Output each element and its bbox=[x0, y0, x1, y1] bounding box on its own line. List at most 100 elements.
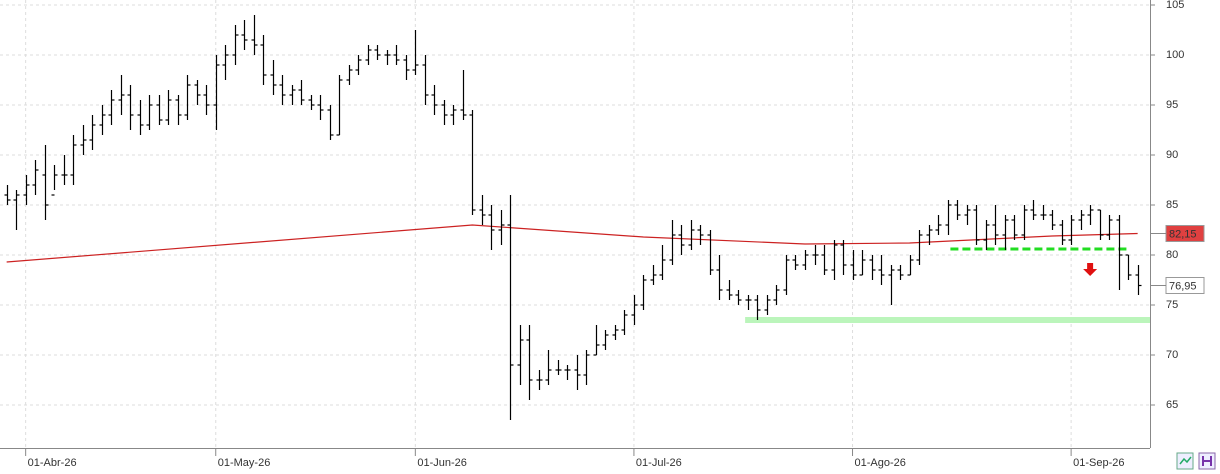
ohlc-bar bbox=[1030, 200, 1037, 220]
ohlc-bar bbox=[1106, 215, 1113, 240]
ohlc-bar bbox=[4, 185, 11, 205]
y-tick-label: 65 bbox=[1166, 399, 1178, 411]
ohlc-bar bbox=[555, 360, 562, 375]
ohlc-bar bbox=[213, 55, 220, 130]
ohlc-bar bbox=[412, 30, 419, 75]
ohlc-bar bbox=[507, 195, 514, 420]
ohlc-bar bbox=[165, 90, 172, 125]
x-tick-label: 01-May-26 bbox=[218, 457, 271, 469]
ohlc-bar bbox=[745, 295, 752, 310]
ohlc-bar bbox=[393, 45, 400, 65]
ohlc-bar bbox=[935, 215, 942, 235]
ohlc-bar bbox=[469, 110, 476, 215]
ohlc-bar bbox=[1011, 215, 1018, 240]
y-tick-label: 100 bbox=[1166, 49, 1184, 61]
ohlc-bar bbox=[650, 265, 657, 285]
arrow bbox=[1083, 263, 1098, 276]
ohlc-bar bbox=[327, 105, 334, 140]
ohlc-bar bbox=[869, 255, 876, 280]
ohlc-bar bbox=[1097, 209, 1104, 240]
ohlc-bar bbox=[203, 85, 210, 115]
ohlc-bar bbox=[270, 60, 277, 95]
ohlc-bar bbox=[602, 330, 609, 350]
ohlc-bar bbox=[973, 205, 980, 245]
ohlc-bar bbox=[954, 200, 961, 220]
ohlc-bar bbox=[754, 295, 761, 320]
ohlc-bar bbox=[89, 115, 96, 150]
ohlc-bar bbox=[298, 80, 305, 105]
ohlc-bar bbox=[574, 355, 581, 390]
y-tick-label: 75 bbox=[1166, 299, 1178, 311]
ohlc-bar bbox=[317, 95, 324, 120]
ohlc-bar bbox=[184, 75, 191, 120]
ohlc-bar bbox=[460, 70, 467, 120]
ohlc-bar bbox=[488, 205, 495, 250]
ohlc-bar bbox=[897, 265, 904, 280]
ohlc-bar bbox=[13, 190, 20, 230]
ohlc-bar bbox=[612, 325, 619, 340]
ohlc-bar bbox=[812, 245, 819, 265]
y-tick-label: 80 bbox=[1166, 249, 1178, 261]
ohlc-bar bbox=[926, 225, 933, 245]
ohlc-bar bbox=[583, 350, 590, 385]
ohlc-bar bbox=[735, 290, 742, 305]
ohlc-bar bbox=[23, 175, 30, 205]
ohlc-bar bbox=[384, 50, 391, 65]
ohlc-bar bbox=[945, 200, 952, 235]
ohlc-bar bbox=[888, 265, 895, 305]
save-icon-glyph bbox=[1202, 456, 1212, 466]
ohlc-bar bbox=[983, 220, 990, 250]
ohlc-bar bbox=[422, 55, 429, 105]
ohlc-bar bbox=[441, 100, 448, 125]
ohlc-bar bbox=[545, 350, 552, 385]
ohlc-bar bbox=[878, 255, 885, 285]
ohlc-bar bbox=[260, 35, 267, 85]
ohlc-bar bbox=[279, 75, 286, 105]
ohlc-bar bbox=[697, 225, 704, 245]
ohlc-bar bbox=[964, 205, 971, 225]
ohlc-bar bbox=[127, 85, 134, 130]
ohlc-bar bbox=[1078, 210, 1085, 230]
ohlc-bar bbox=[850, 250, 857, 280]
ohlc-bar bbox=[773, 285, 780, 305]
ohlc-bar bbox=[1135, 265, 1142, 295]
ohlc-bar bbox=[374, 45, 381, 60]
ohlc-bar bbox=[631, 295, 638, 325]
ohlc-bar bbox=[479, 195, 486, 225]
ohlc-bar bbox=[1068, 215, 1075, 245]
price-label: 82,15 bbox=[1169, 228, 1197, 240]
ohlc-bar bbox=[365, 45, 372, 65]
ohlc-bar bbox=[137, 100, 144, 135]
ohlc-bar bbox=[916, 230, 923, 265]
ohlc-bar bbox=[678, 225, 685, 255]
y-tick-label: 90 bbox=[1166, 149, 1178, 161]
ohlc-bar bbox=[621, 310, 628, 335]
ohlc-bar bbox=[232, 25, 239, 65]
ohlc-bar bbox=[593, 325, 600, 356]
ohlc-bar bbox=[536, 370, 543, 390]
x-tick-label: 01-Ago-26 bbox=[855, 457, 906, 469]
ohlc-bar bbox=[1059, 220, 1066, 245]
ohlc-bar bbox=[859, 250, 866, 276]
ohlc-bar bbox=[992, 205, 999, 245]
ohlc-bar bbox=[61, 155, 68, 185]
ohlc-bar bbox=[355, 55, 362, 75]
x-tick-label: 01-Jul-26 bbox=[636, 457, 682, 469]
y-tick-label: 105 bbox=[1166, 0, 1184, 11]
ohlc-bar bbox=[1021, 205, 1028, 240]
ohlc-bar bbox=[118, 75, 125, 115]
price-label: 76,95 bbox=[1169, 280, 1197, 292]
ohlc-bar bbox=[336, 75, 343, 136]
ohlc-bar bbox=[80, 125, 87, 155]
ohlc-bar bbox=[831, 240, 838, 280]
x-tick-label: 01-Jun-26 bbox=[417, 457, 467, 469]
ohlc-bar bbox=[70, 135, 77, 185]
ohlc-bar bbox=[907, 255, 914, 276]
ohlc-bar bbox=[802, 250, 809, 270]
ohlc-bar bbox=[431, 85, 438, 115]
ohlc-bar bbox=[346, 65, 353, 85]
ohlc-bar bbox=[821, 245, 828, 275]
ohlc-bar bbox=[564, 365, 571, 380]
ohlc-bar bbox=[792, 255, 799, 270]
